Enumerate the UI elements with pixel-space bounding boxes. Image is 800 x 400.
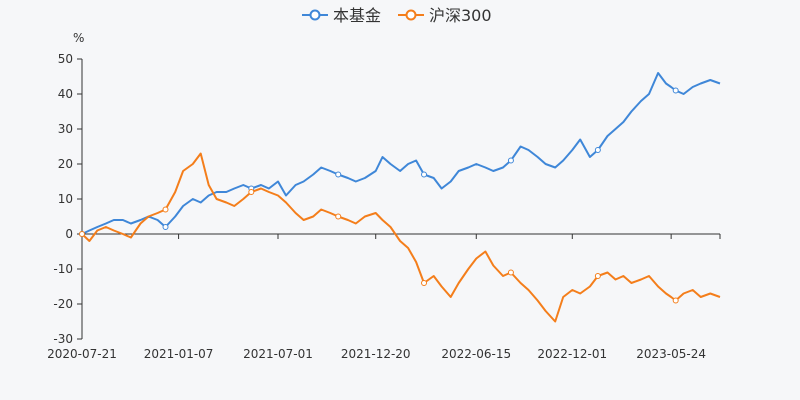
data-point-0[interactable] [421, 171, 428, 178]
legend-item-fund[interactable]: 本基金 [302, 6, 381, 25]
series-line-0 [81, 72, 721, 235]
x-tick-label: 2021-01-07 [144, 347, 214, 361]
y-tick-label: 40 [58, 87, 73, 101]
data-point-0[interactable] [335, 171, 342, 178]
data-point-1[interactable] [162, 206, 169, 213]
series-layer [79, 72, 721, 323]
y-tick-label: 30 [58, 122, 73, 136]
x-tick-label: 2023-05-24 [636, 347, 706, 361]
x-tick-label: 2020-07-21 [47, 347, 117, 361]
data-point-1[interactable] [421, 280, 428, 286]
x-tick-label: 2021-07-01 [243, 347, 313, 361]
x-tick-label: 2022-12-01 [537, 347, 607, 361]
y-tick-label: -30 [53, 332, 73, 346]
y-tick-label: 20 [58, 157, 73, 171]
data-point-0[interactable] [672, 87, 679, 94]
data-point-1[interactable] [672, 297, 679, 304]
data-point-0[interactable] [594, 147, 601, 153]
axes: -30 -20 -10 0 10 20 30 40 50 2020-07-21 2021-01-07… [47, 52, 721, 361]
y-tick-label: 10 [58, 192, 73, 206]
legend-item-index[interactable]: 沪深300 [398, 6, 492, 25]
y-tick-label: -10 [53, 262, 73, 276]
legend-label-fund: 本基金 [333, 6, 381, 25]
legend: 本基金 沪深300 [302, 6, 492, 25]
x-tick-label: 2021-12-20 [341, 347, 411, 361]
data-point-0[interactable] [507, 157, 514, 164]
data-point-1[interactable] [79, 231, 85, 237]
data-point-1[interactable] [335, 213, 342, 220]
x-tick-label: 2022-06-15 [441, 347, 511, 361]
data-point-1[interactable] [248, 189, 255, 195]
y-tick-label: 50 [58, 52, 73, 66]
y-tick-label: -20 [53, 297, 73, 311]
data-point-0[interactable] [162, 224, 169, 230]
series-line-1 [81, 152, 721, 323]
legend-label-index: 沪深300 [429, 6, 492, 25]
y-axis-unit: % [73, 31, 84, 45]
legend-marker-fund [309, 9, 321, 21]
y-tick-label: 0 [65, 227, 73, 241]
data-point-1[interactable] [507, 269, 514, 276]
legend-marker-index [405, 9, 417, 21]
data-point-1[interactable] [594, 273, 601, 279]
